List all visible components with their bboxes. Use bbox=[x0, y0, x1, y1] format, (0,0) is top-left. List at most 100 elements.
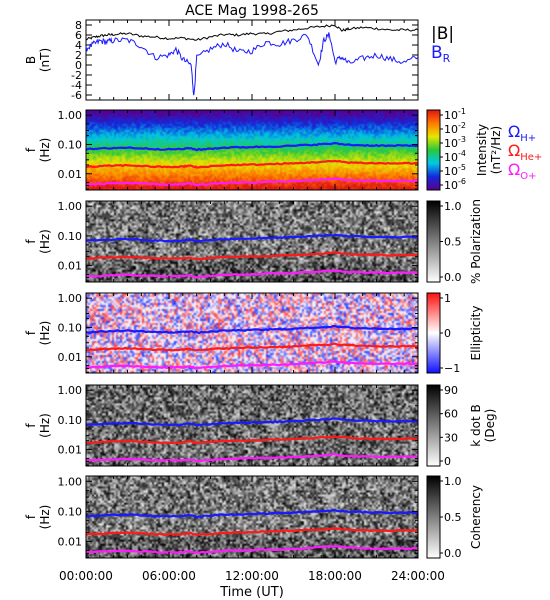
y-tick-label: 0.01 bbox=[58, 351, 83, 364]
x-tick-label: 12:00:00 bbox=[225, 569, 279, 583]
colorbar-tick-label: 0 bbox=[444, 455, 451, 468]
y-tick-label: 1.00 bbox=[58, 384, 83, 397]
spectrogram-image bbox=[86, 385, 418, 466]
x-tick-label: 24:00:00 bbox=[391, 569, 445, 583]
colorbar-tick-label: −1 bbox=[444, 362, 460, 375]
colorbar-tick-label: 10-4 bbox=[444, 149, 466, 164]
gyrofrequency-line bbox=[85, 251, 419, 261]
x-axis: 00:00:00 06:00:00 12:00:00 18:00:00 24:00:00 bbox=[59, 569, 445, 583]
gyrofrequency-line bbox=[85, 324, 419, 335]
y-axis-label: f bbox=[24, 514, 38, 519]
legend-entry: ΩH+ bbox=[508, 122, 536, 144]
colorbar-tick-exponent: -4 bbox=[458, 149, 466, 158]
colorbar-label: k dot B bbox=[469, 404, 483, 446]
x-tick-label: 06:00:00 bbox=[142, 569, 196, 583]
y-tick-label: 0.10 bbox=[58, 505, 83, 518]
y-axis-label: f bbox=[24, 330, 38, 335]
legend-entry: ΩO+ bbox=[508, 160, 536, 182]
y-axis-unit: (Hz) bbox=[38, 138, 52, 163]
y-axis-label: f bbox=[24, 423, 38, 428]
y-tick-label: 2 bbox=[75, 49, 82, 62]
gyrofrequency-line bbox=[85, 141, 419, 152]
spectrogram-image bbox=[86, 201, 418, 282]
colorbar bbox=[426, 292, 441, 374]
colorbar-tick-label: 0.5 bbox=[444, 236, 462, 249]
legend-entry: |B| bbox=[431, 24, 454, 44]
colorbar-unit: (nT²/Hz) bbox=[489, 126, 503, 174]
y-tick-label: 0.10 bbox=[58, 138, 83, 151]
colorbar-label: Coherency bbox=[469, 485, 483, 549]
y-axis-label: f bbox=[24, 147, 38, 152]
y-tick-label: 6 bbox=[75, 29, 82, 42]
panel-spectrogram: 1.00 0.10 0.01 f (Hz) 10-110-210-310-410-510-… bbox=[24, 107, 542, 192]
panel-spectrogram: 1.00 0.10 0.01 f (Hz) 1 0 −1 Ellipticity bbox=[24, 292, 483, 375]
colorbar-tick-label: 10-6 bbox=[444, 177, 466, 192]
colorbar-tick-exponent: -6 bbox=[458, 177, 466, 186]
y-tick-label: 0.01 bbox=[58, 168, 83, 181]
spectrogram-image bbox=[86, 110, 418, 190]
gyrofrequency-line bbox=[85, 417, 419, 427]
panel-spectrogram: 1.00 0.10 0.01 f (Hz) 1.0 0.5 0.0 % Polarization bbox=[24, 199, 483, 284]
colorbar-unit: (Deg) bbox=[483, 409, 497, 443]
legend-entry: ΩHe+ bbox=[508, 141, 542, 163]
b-series-line bbox=[85, 24, 419, 41]
legend-entry: BR bbox=[431, 43, 451, 65]
y-axis-unit: (Hz) bbox=[38, 229, 52, 254]
colorbar-tick-label: 0.0 bbox=[444, 271, 462, 284]
colorbar-tick-label: 1.0 bbox=[444, 475, 462, 488]
colorbar-tick-label: 0 bbox=[444, 327, 451, 340]
y-axis-unit: (Hz) bbox=[38, 413, 52, 438]
y-tick-label: -2 bbox=[71, 69, 82, 82]
colorbar-label: % Polarization bbox=[469, 199, 483, 284]
y-tick-label: -4 bbox=[71, 79, 82, 92]
colorbar-tick-label: 30 bbox=[444, 431, 458, 444]
colorbar bbox=[426, 475, 441, 559]
y-tick-label: 0 bbox=[75, 59, 82, 72]
gyrofrequency-line bbox=[85, 508, 419, 519]
colorbar-tick-label: 10-3 bbox=[444, 135, 466, 150]
colorbar-tick-exponent: -5 bbox=[458, 163, 466, 172]
b-series-line bbox=[85, 32, 419, 96]
y-tick-label: 1.00 bbox=[58, 475, 83, 488]
chart-title: ACE Mag 1998-265 bbox=[185, 3, 319, 19]
colorbar-tick-label: 0.0 bbox=[444, 547, 462, 560]
spectrogram-image bbox=[86, 293, 418, 373]
colorbar bbox=[426, 109, 441, 191]
gyrofrequency-line bbox=[86, 544, 419, 555]
y-tick-label: 8 bbox=[75, 19, 82, 32]
x-tick-label: 18:00:00 bbox=[308, 569, 362, 583]
colorbar-label: Ellipticity bbox=[469, 306, 483, 361]
gyrofrequency-line bbox=[85, 269, 419, 279]
y-axis-label: B bbox=[24, 56, 38, 64]
y-tick-label: 0.10 bbox=[58, 230, 83, 243]
y-axis-unit: (nT) bbox=[38, 48, 52, 72]
colorbar-tick-label: 10-2 bbox=[444, 121, 466, 136]
gyrofrequency-line bbox=[86, 177, 419, 187]
colorbar-tick-label: 90 bbox=[444, 384, 458, 397]
colorbar bbox=[426, 384, 441, 467]
gyrofrequency-line bbox=[85, 342, 419, 352]
colorbar-tick-label: 60 bbox=[444, 408, 458, 421]
colorbar-tick-label: 10-5 bbox=[444, 163, 466, 178]
y-tick-label: 0.01 bbox=[58, 260, 83, 273]
gyrofrequency-line bbox=[85, 233, 419, 243]
colorbar-tick-exponent: -3 bbox=[458, 135, 466, 144]
y-axis-unit: (Hz) bbox=[38, 321, 52, 346]
colorbar-tick-label: 10-1 bbox=[444, 107, 466, 122]
colorbar-tick-exponent: -2 bbox=[458, 121, 466, 130]
gyrofrequency-line bbox=[85, 435, 419, 445]
y-tick-label: 0.10 bbox=[58, 321, 83, 334]
panel-spectrogram: 1.00 0.10 0.01 f (Hz) 90 60 30 0 k dot B (Deg) bbox=[24, 384, 497, 468]
gyrofrequency-line bbox=[85, 452, 419, 463]
colorbar-tick-exponent: -1 bbox=[458, 107, 466, 116]
colorbar-tick-label: 1 bbox=[444, 292, 451, 305]
panel-spectrogram: 1.00 0.10 0.01 f (Hz) 1.0 0.5 0.0 Coherency bbox=[24, 475, 483, 560]
y-tick-label: 1.00 bbox=[58, 109, 83, 122]
y-tick-label: 1.00 bbox=[58, 292, 83, 305]
x-axis-label: Time (UT) bbox=[219, 585, 284, 600]
y-tick-label: 4 bbox=[75, 39, 82, 52]
y-tick-label: 0.01 bbox=[58, 444, 83, 457]
gyrofrequency-line bbox=[85, 526, 419, 537]
